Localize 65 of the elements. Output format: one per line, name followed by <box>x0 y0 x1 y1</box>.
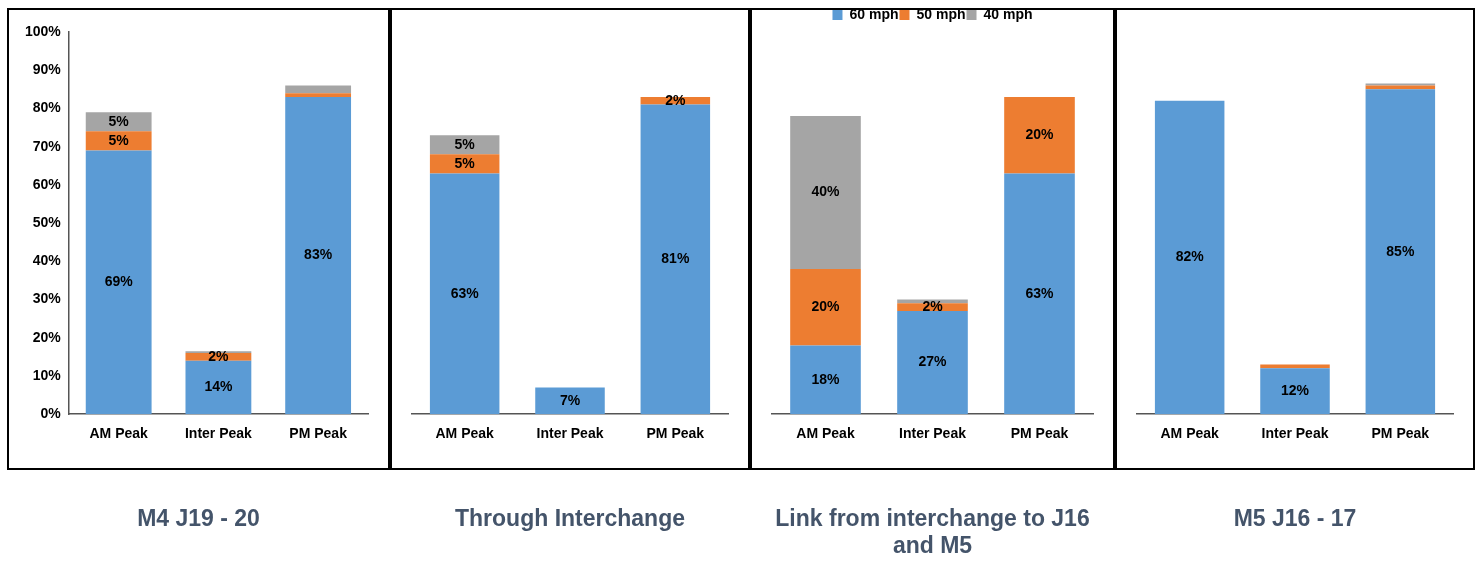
x-tick-label: AM Peak <box>796 425 855 442</box>
bar <box>897 311 968 415</box>
data-label: 69% <box>104 273 134 290</box>
bar <box>535 387 605 415</box>
y-tick-label: 60% <box>32 175 62 192</box>
data-label: 18% <box>811 370 841 387</box>
y-tick-label: 90% <box>32 61 62 78</box>
data-label: 5% <box>454 154 476 171</box>
data-label: 63% <box>450 284 480 301</box>
x-tick-label: PM Peak <box>1010 425 1069 442</box>
data-label: 27% <box>918 353 948 370</box>
x-tick-label: AM Peak <box>435 425 495 442</box>
text: M5 J16 - 17 <box>1232 505 1358 532</box>
x-tick-label: AM Peak <box>89 425 149 442</box>
x-tick-label: PM Peak <box>1371 425 1430 442</box>
x-tick-label: PM Peak <box>289 425 348 442</box>
x-tick-label: Inter Peak <box>1261 425 1329 442</box>
data-label: 12% <box>1280 382 1310 399</box>
y-tick-label: 70% <box>32 137 62 154</box>
bar <box>790 345 861 415</box>
bar <box>1004 96 1075 174</box>
data-label: 2% <box>208 347 230 364</box>
x-tick-label: Inter Peak <box>899 425 967 442</box>
x-tick-label: Inter Peak <box>536 425 604 442</box>
bar <box>285 93 352 97</box>
text: Through Interchange <box>454 505 686 532</box>
data-label: 83% <box>304 246 333 263</box>
data-label: 82% <box>1175 248 1205 265</box>
data-label: 2% <box>922 298 944 315</box>
bar <box>640 104 711 415</box>
y-tick-label: 10% <box>32 366 62 383</box>
bar <box>85 150 152 415</box>
bar <box>429 173 500 415</box>
bar <box>1260 368 1330 415</box>
data-label: 7% <box>559 391 581 408</box>
x-tick-label: PM Peak <box>646 425 705 442</box>
bar <box>790 116 861 269</box>
bar <box>1154 100 1225 415</box>
data-label: 5% <box>108 131 130 148</box>
data-label: 14% <box>204 378 233 395</box>
data-label: 81% <box>661 250 690 267</box>
data-label: 85% <box>1386 242 1415 259</box>
y-tick-label: 30% <box>32 290 62 307</box>
data-label: 20% <box>811 298 841 315</box>
data-label: 5% <box>108 112 130 129</box>
y-tick-label: 40% <box>32 252 62 269</box>
y-tick-label: 100% <box>24 22 62 39</box>
text: M4 J19 - 20 <box>136 505 261 532</box>
y-tick-label: 80% <box>32 99 62 116</box>
data-label: 40% <box>811 183 841 200</box>
bar <box>285 85 352 94</box>
x-tick-label: Inter Peak <box>184 425 253 442</box>
y-tick-label: 20% <box>32 328 62 345</box>
y-tick-label: 0% <box>40 405 62 422</box>
bar <box>1004 173 1075 415</box>
bar <box>1365 89 1436 415</box>
text: Link from interchange to J16 and M5 <box>774 505 1091 559</box>
data-label: 63% <box>1025 284 1055 301</box>
data-label: 20% <box>1025 126 1055 143</box>
x-tick-label: AM Peak <box>1160 425 1220 442</box>
bar <box>285 96 352 415</box>
data-label: 5% <box>454 135 476 152</box>
bar <box>185 360 252 415</box>
y-tick-label: 50% <box>32 213 62 230</box>
bar <box>790 268 861 346</box>
